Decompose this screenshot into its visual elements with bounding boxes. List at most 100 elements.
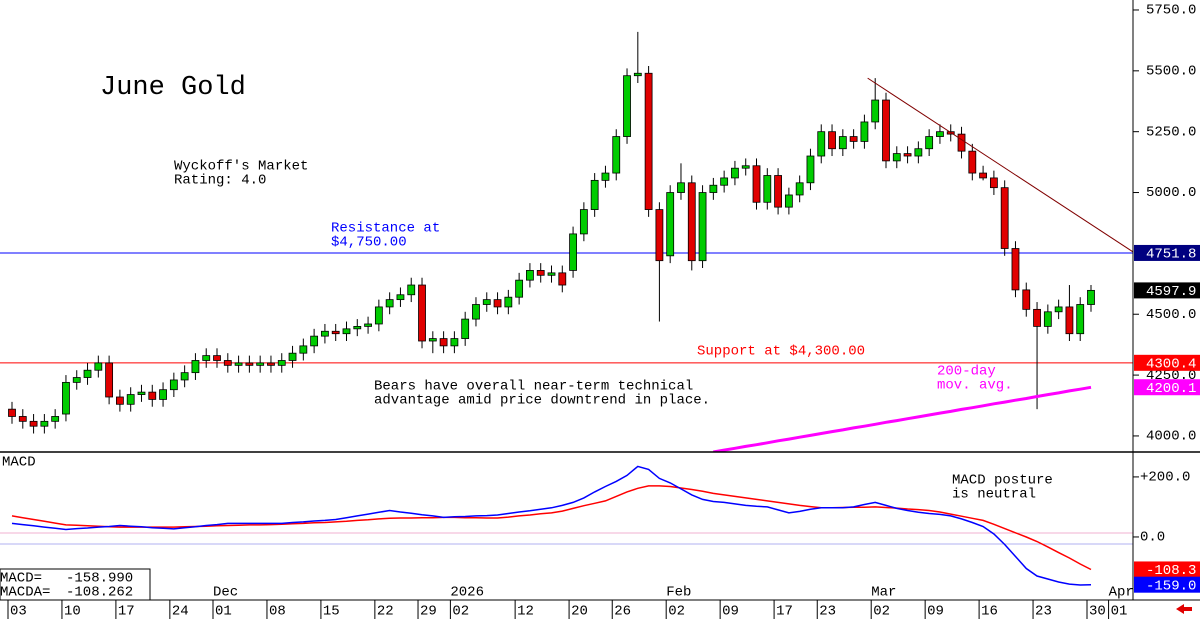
month-label: Mar [871,585,896,601]
candle-body [903,153,912,157]
candle-body [342,328,351,335]
candle-body [396,294,405,301]
macd-note: MACD posture [952,473,1053,489]
candle-body [579,209,588,235]
y-tick-label: +200.0 [1140,470,1190,486]
candle-body [439,338,448,347]
candle-body [18,416,27,422]
candle-body [644,72,653,210]
candle-body [1087,289,1095,305]
candle-body [105,362,114,398]
candle-body [407,284,416,296]
candle-body [882,99,890,162]
candle-body [374,306,383,325]
macd-label: -159.0 [1146,578,1196,594]
candle-body [547,272,556,276]
macd-label-box [1134,561,1200,578]
candle-body [1011,248,1020,291]
candle-body [504,296,513,308]
x-tick-label: 17 [118,604,135,619]
candle-body [353,326,362,330]
candle-body [116,396,124,405]
price-panel [0,31,1133,452]
candle-body [871,99,880,123]
macd-label: -108.3 [1146,563,1196,579]
candle-body [698,192,707,262]
x-tick-label: 10 [64,604,81,619]
price-label-box [1134,379,1200,396]
readout-name: MACDA= [0,585,50,601]
candle-body [472,304,480,320]
ma-label: 200-day [937,364,996,380]
readout-name: MACD= [0,571,42,587]
candle-body [752,165,761,203]
arrow-icon [1176,604,1192,614]
readout-value: -108.262 [66,585,133,601]
candle-body [450,338,459,347]
candle-body [741,165,750,169]
candle-body [1065,306,1074,335]
macd-label-box [1134,576,1200,593]
readout-value: -158.990 [66,571,133,587]
x-tick-label: 17 [776,604,793,619]
candle-body [331,330,340,335]
y-tick-label: 5750.0 [1146,3,1196,19]
candle-body [687,182,696,262]
candle-body [418,284,426,342]
x-tick-label: 26 [614,604,631,619]
candle-body [795,182,804,196]
candle-body [72,377,81,383]
chart-title: June Gold [100,73,246,103]
candle-body [321,330,329,337]
price-label: 4300.4 [1146,357,1196,373]
candle-body [623,75,631,137]
candle-body [957,133,966,152]
candle-body [364,323,372,327]
candle-body [299,345,308,354]
annotation: Bears have overall near-term technical [374,379,693,395]
macd-title: MACD [2,455,36,471]
candle-body [979,172,987,179]
x-tick-label: 08 [269,604,286,619]
candle-body [461,318,470,339]
x-tick-label: 23 [1035,604,1052,619]
candle-body [1076,304,1085,335]
candle-body [245,362,254,366]
candle-body [666,192,675,257]
candle-body [191,360,200,374]
x-tick-label: 22 [377,604,394,619]
candle-body [709,184,718,193]
candle-body [180,372,189,381]
candle-body [677,182,685,193]
candle-body [838,136,847,150]
x-tick-label: 30 [1089,604,1106,619]
candle-body [385,299,394,308]
candle-body [612,136,621,174]
annotation: Rating: 4.0 [174,173,266,189]
candle-body [569,233,577,271]
trendline [867,77,1133,253]
x-tick-label: 16 [981,604,998,619]
candle-body [860,121,869,142]
candle-body [137,391,146,395]
candle-body [234,362,243,366]
x-tick-label: 20 [571,604,588,619]
x-tick-label: 29 [420,604,437,619]
candle-body [731,167,739,179]
annotation: Support at $4,300.00 [697,344,865,360]
month-label: Dec [213,585,238,601]
candle-body [51,416,60,422]
x-tick-label: 09 [927,604,944,619]
candle-body [515,279,524,298]
x-tick-label: 24 [172,604,189,619]
candle-body [29,420,38,427]
candle-body [590,179,599,210]
y-tick-label: 0.0 [1140,530,1165,546]
candle-body [849,136,858,142]
y-tick-label: 4000.0 [1146,429,1196,445]
annotation: $4,750.00 [331,235,407,251]
candle-body [277,360,286,366]
candle-body [169,379,178,391]
